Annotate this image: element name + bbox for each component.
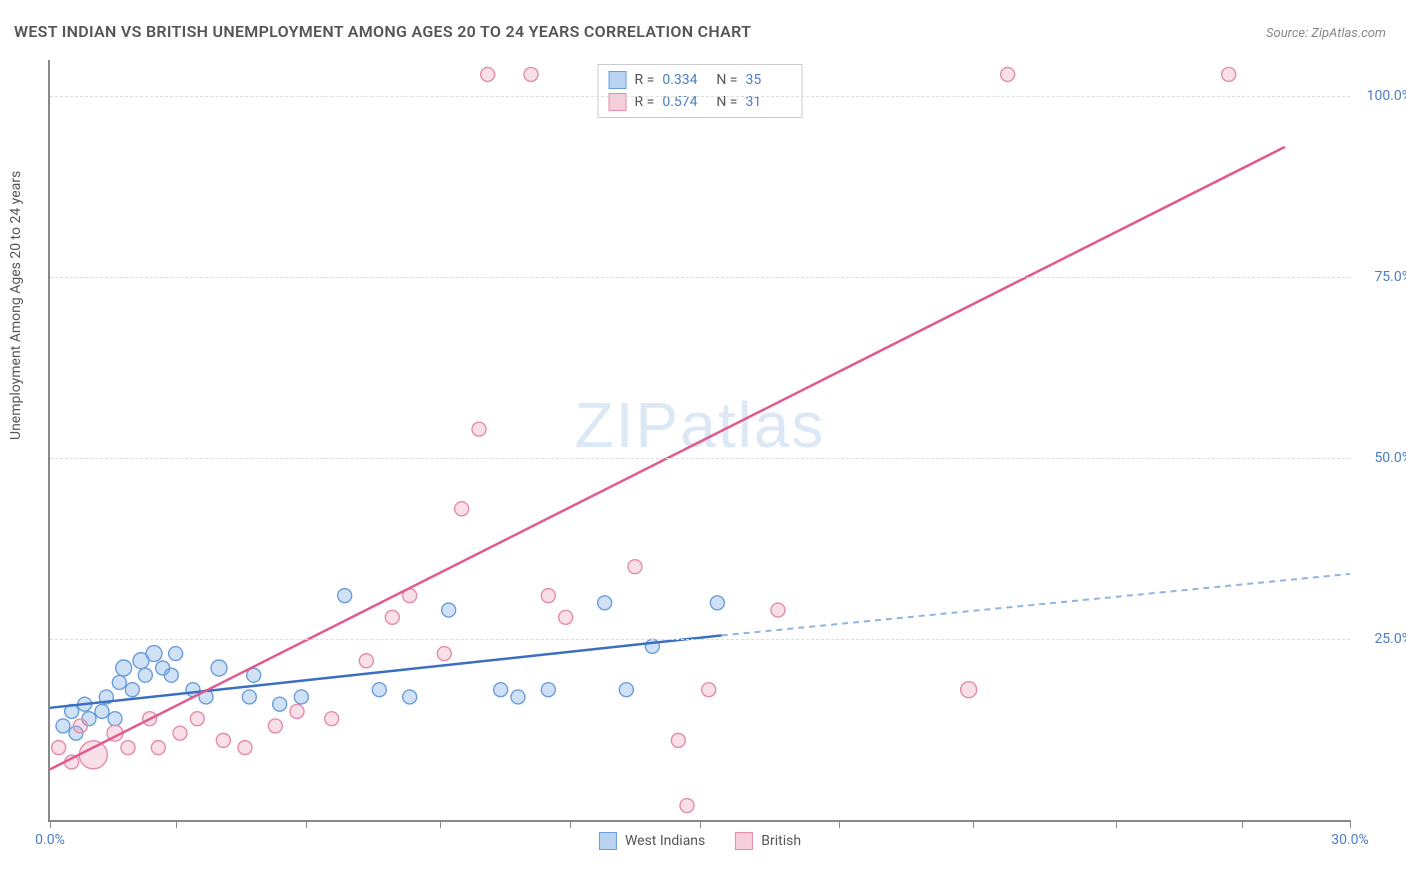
data-point-british	[238, 741, 252, 755]
legend-series-label: West Indians	[625, 833, 705, 849]
y-tick-label: 75.0%	[1374, 269, 1406, 285]
data-point-west_indians	[242, 690, 256, 704]
data-point-west_indians	[108, 712, 122, 726]
data-point-british	[437, 647, 451, 661]
data-point-british	[481, 67, 495, 81]
chart-title: WEST INDIAN VS BRITISH UNEMPLOYMENT AMON…	[14, 22, 751, 41]
data-point-british	[359, 654, 373, 668]
x-tick	[1116, 820, 1117, 828]
data-point-british	[771, 603, 785, 617]
x-tick	[570, 820, 571, 828]
data-point-british	[524, 67, 538, 81]
data-point-west_indians	[138, 668, 152, 682]
x-tick-label: 30.0%	[1331, 832, 1369, 848]
data-point-british	[73, 719, 87, 733]
chart-container: WEST INDIAN VS BRITISH UNEMPLOYMENT AMON…	[0, 0, 1406, 892]
gridline	[50, 96, 1350, 97]
legend-series-label: British	[761, 833, 801, 849]
plot-area: ZIPatlas R =0.334N =35R =0.574N =31 West…	[48, 60, 1350, 822]
x-tick	[176, 820, 177, 828]
legend-series: West Indians British	[599, 832, 801, 850]
legend-swatch	[735, 832, 753, 850]
data-point-west_indians	[56, 719, 70, 733]
data-point-west_indians	[511, 690, 525, 704]
data-point-west_indians	[710, 596, 724, 610]
data-point-west_indians	[169, 647, 183, 661]
data-point-british	[559, 610, 573, 624]
y-axis-label: Unemployment Among Ages 20 to 24 years	[8, 171, 24, 440]
data-point-british	[216, 733, 230, 747]
data-point-british	[385, 610, 399, 624]
legend-series-item: British	[735, 832, 801, 850]
x-tick	[306, 820, 307, 828]
data-point-west_indians	[95, 704, 109, 718]
legend-r-label: R =	[635, 72, 655, 88]
x-tick	[973, 820, 974, 828]
data-point-british	[472, 422, 486, 436]
data-point-british	[671, 733, 685, 747]
data-point-west_indians	[619, 683, 633, 697]
data-point-british	[190, 712, 204, 726]
data-point-west_indians	[494, 683, 508, 697]
x-tick	[839, 820, 840, 828]
data-point-west_indians	[442, 603, 456, 617]
x-tick	[1242, 820, 1243, 828]
legend-swatch	[599, 832, 617, 850]
data-point-west_indians	[273, 697, 287, 711]
data-point-british	[702, 683, 716, 697]
legend-n-label: N =	[716, 72, 737, 88]
data-point-west_indians	[338, 589, 352, 603]
source-label: Source: ZipAtlas.com	[1266, 26, 1386, 41]
legend-stat-row: R =0.574N =31	[609, 91, 792, 113]
data-point-british	[325, 712, 339, 726]
data-point-west_indians	[294, 690, 308, 704]
data-point-british	[79, 741, 107, 769]
y-tick-label: 100.0%	[1367, 88, 1406, 104]
x-tick	[700, 820, 701, 828]
x-tick	[50, 820, 51, 828]
y-tick-label: 25.0%	[1374, 631, 1406, 647]
legend-n-value: 35	[745, 72, 791, 88]
legend-stat-row: R = 0.334 N = 35	[609, 69, 792, 91]
legend-swatch	[609, 71, 627, 89]
data-point-british	[680, 799, 694, 813]
regression-line-dash-west_indians	[722, 574, 1350, 636]
data-point-british	[121, 741, 135, 755]
x-tick-label: 0.0%	[35, 832, 65, 848]
data-point-west_indians	[116, 660, 132, 676]
data-point-west_indians	[403, 690, 417, 704]
data-point-west_indians	[146, 646, 162, 662]
x-tick	[1350, 820, 1351, 828]
data-point-west_indians	[125, 683, 139, 697]
data-point-british	[151, 741, 165, 755]
data-point-west_indians	[211, 660, 227, 676]
gridline	[50, 277, 1350, 278]
plot-svg	[50, 60, 1350, 820]
data-point-west_indians	[598, 596, 612, 610]
gridline	[50, 458, 1350, 459]
data-point-british	[1001, 67, 1015, 81]
data-point-british	[455, 502, 469, 516]
data-point-british	[268, 719, 282, 733]
data-point-british	[628, 560, 642, 574]
data-point-british	[1222, 67, 1236, 81]
legend-series-item: West Indians	[599, 832, 705, 850]
legend-r-value: 0.334	[662, 72, 708, 88]
x-tick	[440, 820, 441, 828]
data-point-british	[541, 589, 555, 603]
y-tick-label: 50.0%	[1374, 450, 1406, 466]
data-point-west_indians	[164, 668, 178, 682]
data-point-west_indians	[541, 683, 555, 697]
data-point-west_indians	[372, 683, 386, 697]
data-point-british	[173, 726, 187, 740]
data-point-west_indians	[112, 675, 126, 689]
data-point-british	[290, 704, 304, 718]
gridline	[50, 639, 1350, 640]
data-point-british	[52, 741, 66, 755]
legend-stats: R = 0.334 N = 35 R =0.574N =31	[598, 64, 803, 118]
data-point-british	[961, 682, 977, 698]
